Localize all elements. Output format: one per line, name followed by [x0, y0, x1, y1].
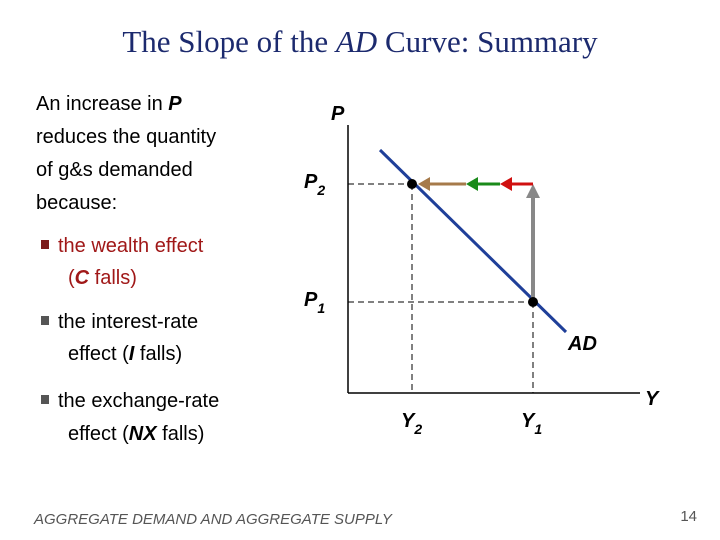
- bullet-line: the interest-rate: [58, 311, 198, 333]
- text: I: [129, 343, 135, 365]
- text: effect (: [68, 423, 129, 445]
- y-tick-label: P2: [304, 171, 325, 198]
- guides: [348, 183, 534, 393]
- arrowhead: [418, 177, 430, 191]
- body-line: reduces the quantity: [36, 126, 216, 148]
- text: because:: [36, 192, 117, 214]
- text: Y: [401, 410, 416, 432]
- axis-label: Y: [645, 388, 660, 410]
- curve-label: AD: [567, 333, 597, 355]
- axis-label: P: [331, 103, 345, 125]
- text: C: [75, 267, 90, 289]
- body-line: An increase in P: [36, 93, 182, 115]
- y-tick-label: P1: [304, 289, 325, 316]
- text: the interest-rate: [58, 311, 198, 333]
- arrowhead: [466, 177, 478, 191]
- point: [407, 179, 417, 189]
- body-line: of g&s demanded: [36, 159, 193, 181]
- title: The Slope of the AD Curve: Summary: [122, 24, 598, 59]
- text: An increase in: [36, 93, 168, 115]
- bullet-line: effect (NX falls): [68, 423, 204, 445]
- arrowhead: [526, 184, 540, 198]
- text: falls): [134, 343, 182, 365]
- text: reduces the quantity: [36, 126, 216, 148]
- text: P: [304, 289, 318, 311]
- text: falls): [89, 267, 137, 289]
- text: NX: [129, 423, 158, 445]
- bullet-marker: [41, 316, 49, 325]
- bullet-line: effect (I falls): [68, 343, 182, 365]
- footer: AGGREGATE DEMAND AND AGGREGATE SUPPLY: [33, 511, 393, 528]
- text: (: [68, 267, 75, 289]
- text: 2: [316, 182, 325, 198]
- point: [528, 297, 538, 307]
- bullet-line: (C falls): [68, 267, 137, 289]
- text: P: [304, 171, 318, 193]
- title-part: Curve: Summary: [377, 24, 598, 59]
- title-part: AD: [334, 24, 377, 59]
- body-line: because:: [36, 192, 117, 214]
- bullet-line: the wealth effect: [58, 235, 204, 257]
- text: the exchange-rate: [58, 390, 219, 412]
- text: 1: [534, 421, 542, 437]
- text: 1: [317, 300, 325, 316]
- x-tick-label: Y2: [401, 410, 422, 437]
- bullet-line: the exchange-rate: [58, 390, 219, 412]
- title-part: The Slope of the: [122, 24, 336, 59]
- text: the wealth effect: [58, 235, 204, 257]
- text: P: [168, 93, 182, 115]
- bullet-marker: [41, 395, 49, 404]
- text: Y: [521, 410, 536, 432]
- ad-curve: [378, 148, 568, 334]
- page-number: 14: [680, 508, 697, 525]
- text: of g&s demanded: [36, 159, 193, 181]
- bullet-marker: [41, 240, 49, 249]
- text: 2: [413, 421, 422, 437]
- text: effect (: [68, 343, 129, 365]
- x-tick-label: Y1: [521, 410, 542, 437]
- arrowhead: [500, 177, 512, 191]
- text: falls): [157, 423, 205, 445]
